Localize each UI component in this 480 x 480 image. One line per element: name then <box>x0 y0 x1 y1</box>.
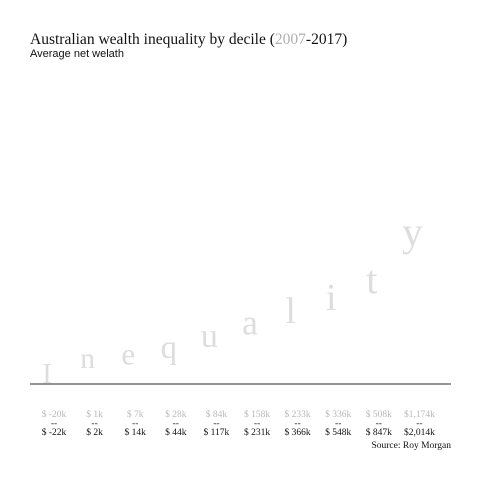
label-sep-5: -- <box>213 419 219 429</box>
label-2017-1: $ -22k <box>42 427 67 438</box>
label-2017-10: $2,014k <box>404 427 435 438</box>
label-sep-9: -- <box>376 419 382 429</box>
letter-10: y <box>402 209 423 255</box>
chart-subtitle: Average net welath <box>30 48 124 60</box>
label-2007-6: $ 158k <box>244 409 270 420</box>
label-2007-4: $ 28k <box>165 409 187 420</box>
label-2007-3: $ 7k <box>127 409 144 420</box>
label-2017-8: $ 548k <box>325 427 351 438</box>
source-note: Source: Roy Morgan <box>371 441 451 451</box>
letter-7: l <box>285 291 295 332</box>
label-sep-10: -- <box>416 419 422 429</box>
label-sep-6: -- <box>254 419 260 429</box>
label-2017-6: $ 231k <box>244 427 270 438</box>
chart-title: Australian wealth inequality by decile (… <box>30 31 347 49</box>
label-2017-2: $ 2k <box>86 427 103 438</box>
label-2007-2: $ 1k <box>86 409 103 420</box>
label-2007-7: $ 233k <box>285 409 311 420</box>
label-2017-4: $ 44k <box>165 427 187 438</box>
letter-8: i <box>326 277 337 319</box>
title-prefix: Australian wealth inequality by decile ( <box>30 31 275 48</box>
label-sep-7: -- <box>294 419 300 429</box>
title-suffix: -2017) <box>305 31 348 48</box>
label-2017-9: $ 847k <box>366 427 392 438</box>
letter-2: n <box>80 343 95 375</box>
label-sep-8: -- <box>335 419 341 429</box>
letter-5: u <box>201 318 218 355</box>
label-sep-1: -- <box>51 419 57 429</box>
label-2017-5: $ 117k <box>204 427 230 438</box>
label-2017-7: $ 366k <box>285 427 311 438</box>
label-2007-8: $ 336k <box>325 409 351 420</box>
label-2007-10: $1,174k <box>404 409 435 420</box>
label-sep-3: -- <box>132 419 138 429</box>
label-sep-2: -- <box>91 419 97 429</box>
decile-labels: $ -20k--$ -22k$ 1k--$ 2k$ 7k--$ 14k$ 28k… <box>42 409 435 438</box>
letter-4: q <box>161 330 177 366</box>
letter-9: t <box>366 257 377 302</box>
letter-6: a <box>242 303 258 343</box>
letter-1: I <box>42 359 51 390</box>
label-2007-1: $ -20k <box>42 409 67 420</box>
label-sep-4: -- <box>173 419 179 429</box>
letter-3: e <box>121 337 135 372</box>
label-2007-5: $ 84k <box>206 409 228 420</box>
title-year-start: 2007 <box>274 31 306 48</box>
label-2007-9: $ 508k <box>366 409 392 420</box>
label-2017-3: $ 14k <box>125 427 147 438</box>
